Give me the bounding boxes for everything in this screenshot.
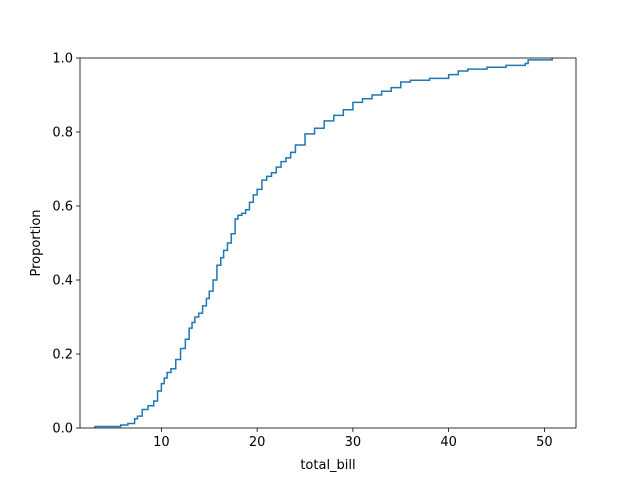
y-tick-label: 0.2	[52, 348, 73, 363]
plot-frame	[79, 57, 577, 429]
x-axis-ticks: 10 20 30 40 50	[153, 428, 553, 450]
x-tick-label: 50	[536, 435, 553, 450]
ecdf-line	[94, 58, 553, 428]
y-tick-label: 0.8	[52, 126, 73, 141]
y-axis-label: Proportion	[29, 209, 44, 276]
y-tick-label: 1.0	[52, 52, 73, 67]
x-tick-label: 20	[249, 435, 266, 450]
y-tick-label: 0.4	[52, 274, 73, 289]
y-tick-label: 0.0	[52, 422, 73, 437]
x-tick-label: 10	[153, 435, 170, 450]
plot-area	[80, 58, 576, 428]
x-axis-label: total_bill	[300, 458, 355, 473]
x-tick-label: 30	[345, 435, 362, 450]
y-tick-label: 0.6	[52, 200, 73, 215]
y-axis-ticks: 0.0 0.2 0.4 0.6 0.8 1.0	[52, 52, 80, 437]
x-tick-label: 40	[440, 435, 457, 450]
